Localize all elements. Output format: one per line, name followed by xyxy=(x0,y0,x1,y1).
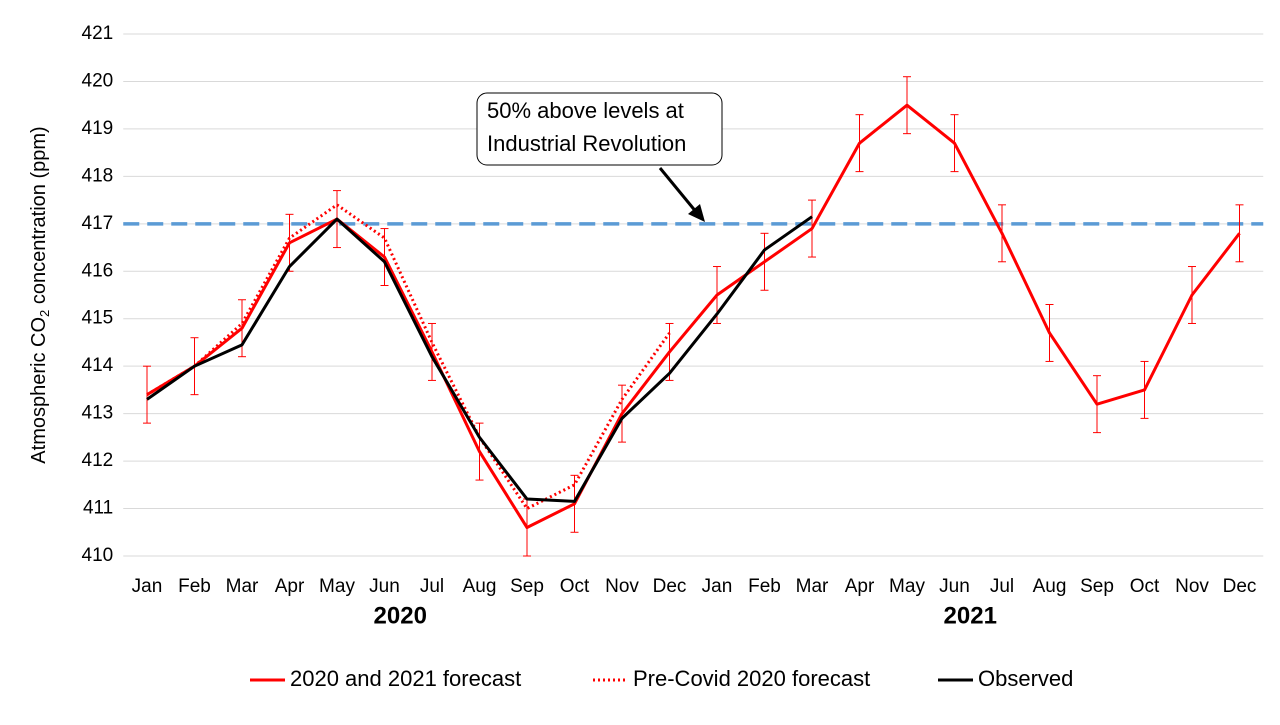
y-tick-label: 421 xyxy=(82,23,114,44)
x-tick-label: Mar xyxy=(796,576,829,597)
x-tick-label: Jul xyxy=(420,576,444,597)
x-tick-label: Apr xyxy=(275,576,305,597)
x-tick-label: Mar xyxy=(226,576,259,597)
x-tick-label: Apr xyxy=(845,576,875,597)
x-tick-label: Jul xyxy=(990,576,1014,597)
x-tick-label: Sep xyxy=(1080,576,1114,597)
arrow-head xyxy=(688,204,705,222)
x-tick-label: Feb xyxy=(178,576,211,597)
y-tick-label: 419 xyxy=(82,118,114,139)
y-tick-label: 413 xyxy=(82,403,114,424)
legend-label: 2020 and 2021 forecast xyxy=(290,666,521,691)
series-line xyxy=(146,103,1241,530)
x-tick-label: May xyxy=(319,576,355,597)
annotation-text: 50% above levels at xyxy=(487,98,684,123)
x-tick-label: Jan xyxy=(702,576,733,597)
x-tick-label: Aug xyxy=(1033,576,1067,597)
y-tick-label: 412 xyxy=(82,450,114,471)
x-tick-label: May xyxy=(889,576,925,597)
series-line xyxy=(146,203,671,511)
x-tick-label: Jun xyxy=(369,576,400,597)
legend-label: Pre-Covid 2020 forecast xyxy=(633,666,870,691)
x-tick-label: Sep xyxy=(510,576,544,597)
annotation-box xyxy=(476,92,723,166)
x-tick-label: Nov xyxy=(605,576,639,597)
y-tick-label: 410 xyxy=(82,545,114,566)
y-tick-label: 415 xyxy=(82,308,114,329)
annotation-arrow xyxy=(658,167,699,214)
x-tick-label: Oct xyxy=(560,576,590,597)
y-tick-label: 417 xyxy=(82,213,114,234)
y-label-sub: 2 xyxy=(37,310,52,317)
y-axis-label: Atmospheric CO2 concentration (ppm) xyxy=(28,126,52,463)
group-label: 2021 xyxy=(944,602,997,629)
series-line xyxy=(146,215,813,503)
y-tick-label: 418 xyxy=(82,165,114,186)
x-tick-label: Aug xyxy=(463,576,497,597)
group-label: 2020 xyxy=(374,602,427,629)
x-tick-label: Jun xyxy=(939,576,970,597)
x-tick-label: Feb xyxy=(748,576,781,597)
y-tick-label: 414 xyxy=(82,355,114,376)
y-tick-label: 416 xyxy=(82,260,114,281)
x-tick-label: Jan xyxy=(132,576,163,597)
y-tick-label: 411 xyxy=(83,498,113,519)
x-tick-label: Oct xyxy=(1130,576,1160,597)
legend-label: Observed xyxy=(978,666,1073,691)
x-tick-label: Dec xyxy=(653,576,687,597)
x-tick-label: Dec xyxy=(1223,576,1257,597)
x-tick-label: Nov xyxy=(1175,576,1209,597)
y-tick-label: 420 xyxy=(82,70,114,91)
y-label-part: concentration (ppm) xyxy=(28,126,50,309)
y-label-part: Atmospheric CO xyxy=(28,317,50,464)
annotation-text: Industrial Revolution xyxy=(487,131,686,156)
